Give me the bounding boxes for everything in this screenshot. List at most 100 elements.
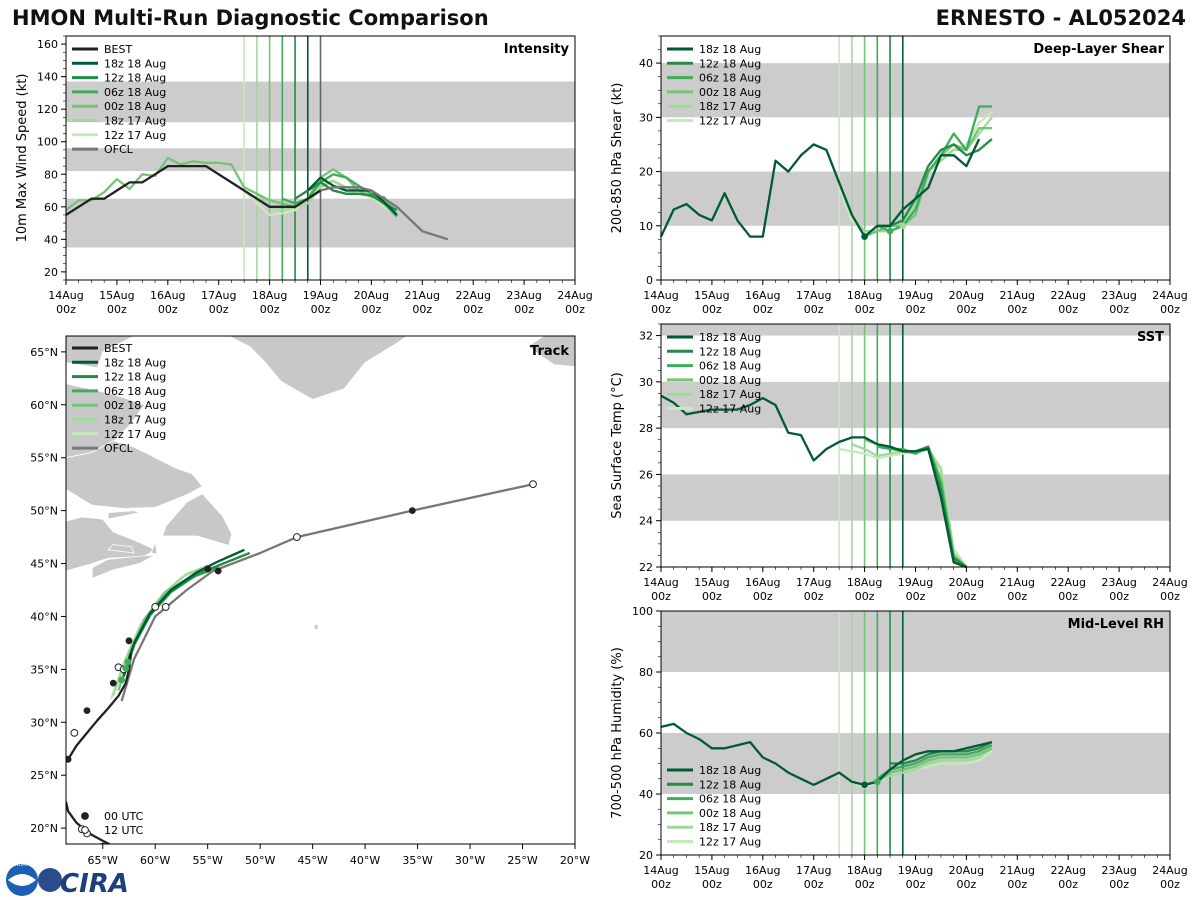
rh-xtick-label: 00z xyxy=(651,878,671,891)
track-legend-label: 00z 18 Aug xyxy=(104,399,166,412)
track-fix-00utc xyxy=(204,565,212,573)
rh-xtick-label: 18Aug xyxy=(847,864,882,877)
track-xtick-label: 20°W xyxy=(560,854,590,867)
shear-series-line xyxy=(889,138,993,227)
shear-xtick-label: 00z xyxy=(804,303,824,316)
rh-xtick-label: 15Aug xyxy=(694,864,729,877)
sst-ylabel: Sea Surface Temp (°C) xyxy=(610,372,625,519)
shear-xtick-label: 14Aug xyxy=(643,289,678,302)
track-legend-label: 12z 17 Aug xyxy=(104,428,166,441)
track-ytick-label: 40°N xyxy=(30,610,58,623)
sst-xtick-label: 00z xyxy=(1007,590,1027,603)
intensity-legend-label: BEST xyxy=(104,43,132,56)
sst-xtick-label: 22Aug xyxy=(1050,576,1085,589)
track-xtick-label: 55°W xyxy=(192,854,222,867)
shear-xtick-label: 16Aug xyxy=(745,289,780,302)
intensity-series-line xyxy=(306,176,398,216)
intensity-xtick-label: 00z xyxy=(362,303,382,316)
sst-legend-label: 00z 18 Aug xyxy=(699,374,761,387)
track-fix-12utc xyxy=(70,728,79,737)
track-ytick-label: 25°N xyxy=(30,769,58,782)
rh-init-marker xyxy=(874,778,881,786)
figure-title: HMON Multi-Run Diagnostic Comparison xyxy=(12,6,489,30)
intensity-ytick-label: 120 xyxy=(37,103,58,116)
track-legend-label: 12z 18 Aug xyxy=(104,371,166,384)
shear-xtick-label: 00z xyxy=(1058,303,1078,316)
rh-xtick-label: 24Aug xyxy=(1152,864,1187,877)
rh-xtick-label: 00z xyxy=(906,878,926,891)
track-run-fix xyxy=(124,658,132,666)
track-ytick-label: 55°N xyxy=(30,452,58,465)
intensity-ytick-label: 140 xyxy=(37,71,58,84)
sst-xtick-label: 00z xyxy=(651,590,671,603)
intensity-xtick-label: 00z xyxy=(412,303,432,316)
intensity-ytick-label: 80 xyxy=(44,168,58,181)
intensity-ylabel: 10m Max Wind Speed (kt) xyxy=(15,74,30,243)
track-legend-label: BEST xyxy=(104,342,132,355)
rh-legend-label: 00z 18 Aug xyxy=(699,807,761,820)
sst-xtick-label: 00z xyxy=(753,590,773,603)
track-marker-legend-icon xyxy=(81,826,89,834)
intensity-title: Intensity xyxy=(504,42,570,57)
rh-legend-label: 18z 17 Aug xyxy=(699,821,761,834)
rh-panel: 2040608010014Aug00z15Aug00z16Aug00z17Aug… xyxy=(610,605,1188,891)
intensity-xtick-label: 00z xyxy=(565,303,585,316)
shear-legend-label: 18z 18 Aug xyxy=(699,43,761,56)
track-fix-00utc xyxy=(125,637,133,645)
rh-xtick-label: 21Aug xyxy=(1000,864,1035,877)
sst-series-line xyxy=(660,394,967,569)
intensity-ytick-label: 20 xyxy=(44,266,58,279)
rh-xtick-label: 00z xyxy=(1007,878,1027,891)
track-legend-label: 18z 18 Aug xyxy=(104,356,166,369)
sst-ytick-label: 22 xyxy=(639,561,653,574)
sst-xtick-label: 20Aug xyxy=(949,576,984,589)
track-fix-00utc xyxy=(408,507,416,515)
intensity-xtick-label: 00z xyxy=(56,303,76,316)
sst-panel: 22242628303214Aug00z15Aug00z16Aug00z17Au… xyxy=(610,323,1188,603)
track-marker-legend-label: 12 UTC xyxy=(104,824,144,837)
shear-ytick-label: 10 xyxy=(639,220,653,233)
track-run-line xyxy=(122,551,251,678)
rh-series-line xyxy=(864,747,993,787)
sst-ytick-label: 28 xyxy=(639,422,653,435)
shear-xtick-label: 00z xyxy=(906,303,926,316)
shear-legend-label: 12z 17 Aug xyxy=(699,115,761,128)
track-ytick-label: 50°N xyxy=(30,505,58,518)
sst-band xyxy=(661,381,1170,429)
rh-legend-label: 06z 18 Aug xyxy=(699,793,761,806)
rh-xtick-label: 00z xyxy=(957,878,977,891)
noaa-logo-text: NOAA xyxy=(15,862,30,868)
sst-xtick-label: 24Aug xyxy=(1152,576,1187,589)
sst-legend-label: 12z 17 Aug xyxy=(699,403,761,416)
intensity-legend-label: 18z 17 Aug xyxy=(104,115,166,128)
intensity-xtick-label: 20Aug xyxy=(354,289,389,302)
rh-init-marker xyxy=(861,781,868,789)
shear-xtick-label: 00z xyxy=(957,303,977,316)
shear-band xyxy=(661,63,1170,118)
track-ytick-label: 20°N xyxy=(30,822,58,835)
intensity-ytick-label: 160 xyxy=(37,38,58,51)
rh-xtick-label: 00z xyxy=(1058,878,1078,891)
track-run-fix xyxy=(122,664,130,672)
shear-xtick-label: 00z xyxy=(1007,303,1027,316)
rh-xtick-label: 14Aug xyxy=(643,864,678,877)
land-shape xyxy=(91,554,156,579)
intensity-xtick-label: 15Aug xyxy=(99,289,134,302)
sst-ytick-label: 24 xyxy=(639,515,653,528)
track-xtick-label: 50°W xyxy=(245,854,275,867)
shear-ytick-label: 0 xyxy=(646,274,653,287)
land-shape xyxy=(66,440,204,509)
globe-icon xyxy=(38,868,62,892)
sst-xtick-label: 14Aug xyxy=(643,576,678,589)
track-ytick-label: 35°N xyxy=(30,663,58,676)
intensity-legend-label: 12z 17 Aug xyxy=(104,129,166,142)
intensity-xtick-label: 16Aug xyxy=(150,289,185,302)
track-fix-12utc xyxy=(292,533,301,541)
track-xtick-label: 25°W xyxy=(507,854,537,867)
rh-series-line xyxy=(660,722,993,787)
track-xtick-label: 60°W xyxy=(140,854,170,867)
shear-ylabel: 200-850 hPa Shear (kt) xyxy=(610,83,625,234)
sst-xtick-label: 00z xyxy=(855,590,875,603)
shear-legend-label: 06z 18 Aug xyxy=(699,72,761,85)
rh-xtick-label: 00z xyxy=(804,878,824,891)
